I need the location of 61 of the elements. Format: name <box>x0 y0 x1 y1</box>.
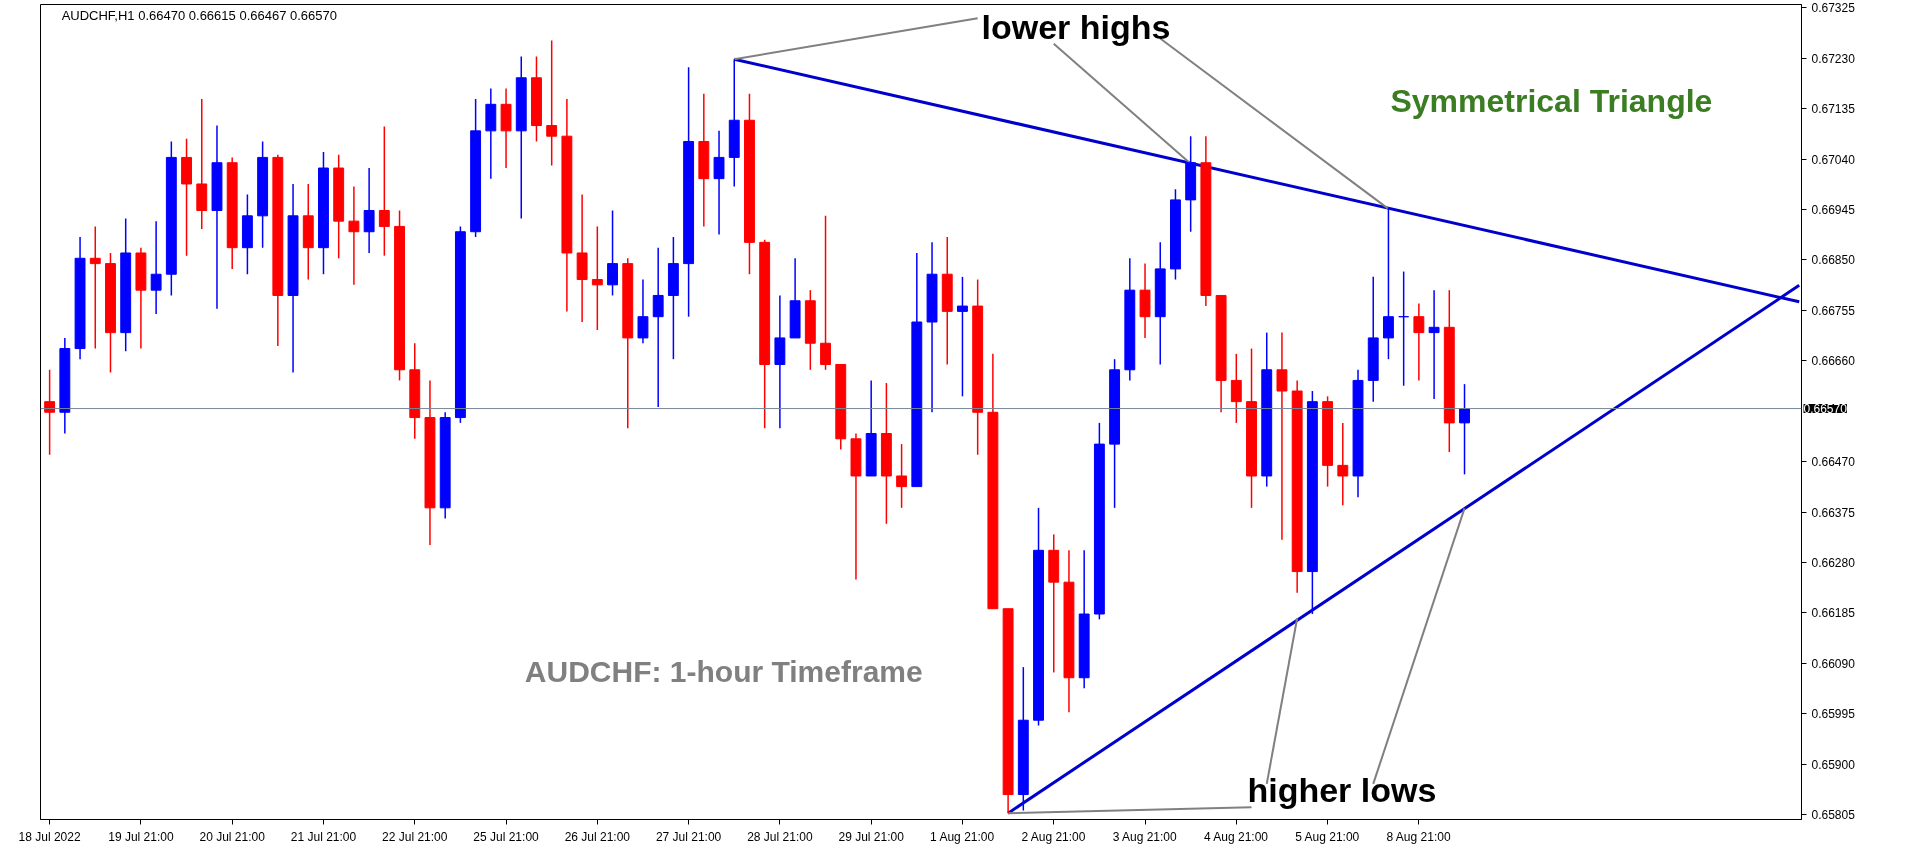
annotation: higher lows <box>1247 771 1437 810</box>
candlestick <box>44 369 56 456</box>
x-tick-label: 21 Jul 21:00 <box>290 829 357 844</box>
x-tick-label: 2 Aug 21:00 <box>1021 829 1086 844</box>
x-tick-label: 8 Aug 21:00 <box>1386 829 1451 844</box>
y-tick-label: 0.66280 <box>1811 556 1856 571</box>
candlestick <box>1276 331 1288 541</box>
candlestick <box>1230 353 1242 424</box>
ref-line-label: 0.66570 <box>1803 402 1848 417</box>
candlestick <box>591 225 603 331</box>
x-tick-label: 20 Jul 21:00 <box>199 829 266 844</box>
candlestick <box>957 276 968 398</box>
candlestick <box>546 39 558 167</box>
candlestick <box>1413 302 1425 382</box>
annotation: AUDCHF: 1-hour Timeframe <box>524 654 923 688</box>
x-tick-label: 1 Aug 21:00 <box>930 829 995 844</box>
chart-title: AUDCHF,H1 0.66470 0.66615 0.66467 0.66570 <box>61 8 338 24</box>
y-tick-label: 0.65805 <box>1811 808 1856 823</box>
x-tick-label: 3 Aug 21:00 <box>1112 829 1178 844</box>
candlestick <box>150 220 162 315</box>
x-tick-label: 28 Jul 21:00 <box>747 829 813 844</box>
candlestick <box>1398 270 1410 387</box>
y-tick-label: 0.66375 <box>1811 505 1856 520</box>
candlestick <box>1337 422 1349 506</box>
y-tick-label: 0.66660 <box>1811 354 1856 369</box>
y-tick-label: 0.66945 <box>1811 202 1856 217</box>
annotation: Symmetrical Triangle <box>1390 83 1713 120</box>
y-tick-label: 0.66185 <box>1811 606 1856 621</box>
y-tick-label: 0.65995 <box>1811 707 1856 722</box>
y-tick-label: 0.67135 <box>1811 102 1856 117</box>
x-tick-label: 26 Jul 21:00 <box>564 829 631 844</box>
candlestick <box>652 246 664 408</box>
x-tick-label: 22 Jul 21:00 <box>382 829 448 844</box>
y-tick-label: 0.67230 <box>1811 51 1856 66</box>
x-tick-label: 25 Jul 21:00 <box>473 829 540 844</box>
y-tick-label: 0.65900 <box>1811 757 1856 772</box>
candlestick <box>1459 383 1470 476</box>
y-tick-label: 0.67325 <box>1811 1 1856 16</box>
x-tick-label: 18 Jul 2022 <box>18 829 81 844</box>
candlestick <box>820 215 831 371</box>
candlestick <box>1383 207 1394 360</box>
y-tick-label: 0.66090 <box>1811 656 1856 671</box>
x-tick-label: 19 Jul 21:00 <box>108 829 174 844</box>
candlestick <box>713 130 725 236</box>
x-tick-label: 4 Aug 21:00 <box>1203 829 1269 844</box>
candlestick <box>1428 289 1440 400</box>
candlestick <box>896 443 908 509</box>
x-tick-label: 29 Jul 21:00 <box>838 829 905 844</box>
annotation: lower highs <box>981 8 1171 47</box>
candlestick <box>348 185 360 286</box>
y-tick-label: 0.66470 <box>1811 455 1856 470</box>
candlestick <box>378 125 390 257</box>
y-tick-label: 0.67040 <box>1811 152 1856 167</box>
x-tick-label: 27 Jul 21:00 <box>655 829 722 844</box>
x-tick-label: 5 Aug 21:00 <box>1295 829 1360 844</box>
candlestick <box>607 209 618 297</box>
candlestick <box>637 278 649 344</box>
candlestick <box>363 167 375 254</box>
y-tick-label: 0.66755 <box>1811 303 1856 318</box>
candlestick <box>89 225 101 350</box>
y-tick-label: 0.66850 <box>1811 253 1856 268</box>
